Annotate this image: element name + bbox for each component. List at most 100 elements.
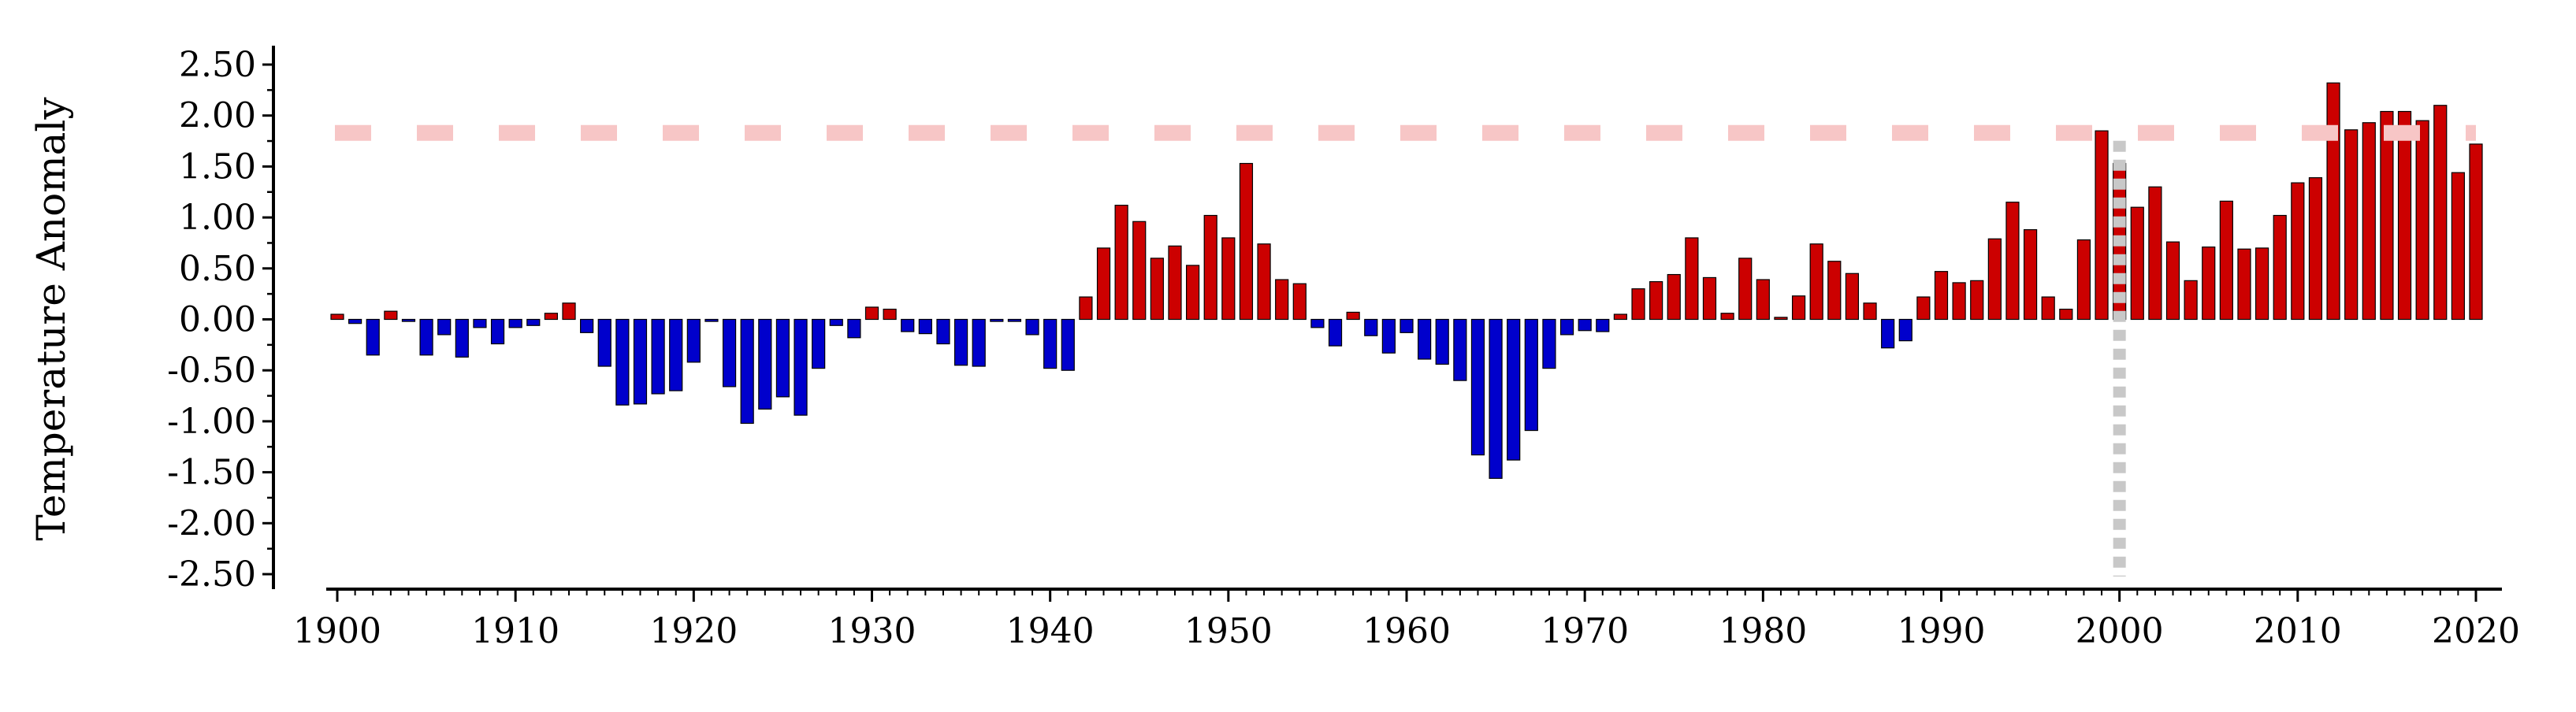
bar-2011 [2308,177,2323,321]
bar-2015 [2380,110,2394,321]
bar-1928 [829,318,843,326]
y-tick-label: 2.50 [179,45,256,85]
bar-1950 [1221,237,1236,321]
bar-1999 [2095,130,2109,321]
bar-1940 [1043,318,1058,369]
x-tick-label: 1950 [1184,611,1273,651]
bar-2018 [2433,105,2448,321]
bar-1934 [936,318,950,345]
bar-2002 [2148,186,2162,321]
y-tick-label: -1.00 [167,402,256,442]
bar-1933 [918,318,932,335]
bar-1912 [544,313,559,321]
bar-2009 [2273,214,2287,321]
bar-1981 [1774,317,1788,321]
x-tick-label: 1920 [649,611,738,651]
bar-1901 [348,318,362,324]
bar-1921 [704,318,719,322]
bar-1994 [2005,202,2020,321]
y-tick-label: -2.00 [167,503,256,543]
bar-1987 [1881,318,1895,349]
bar-1963 [1453,318,1467,381]
bar-1947 [1168,245,1182,321]
x-tick-label: 1980 [1719,611,1807,651]
bar-1926 [794,318,808,416]
bar-2007 [2237,248,2251,321]
bar-2019 [2451,172,2465,321]
bar-1931 [883,308,897,321]
bar-1936 [972,318,986,367]
bar-2013 [2344,129,2359,321]
bar-1908 [473,318,487,328]
bar-1935 [953,318,968,366]
bar-1914 [580,318,594,333]
bar-1907 [455,318,469,358]
bar-1906 [437,318,452,336]
bar-1939 [1025,318,1039,336]
bar-1972 [1613,313,1627,321]
bar-1922 [722,318,737,388]
y-tick-label: 1.50 [179,146,256,187]
bar-1905 [419,318,433,356]
bar-1953 [1275,279,1289,321]
bar-1941 [1061,318,1075,371]
bar-2004 [2184,280,2198,321]
bar-2016 [2397,110,2412,321]
bar-1977 [1702,276,1717,321]
bar-1915 [597,318,611,367]
bar-1965 [1489,318,1503,479]
bar-1990 [1934,271,1949,321]
bar-1917 [633,318,648,405]
bar-1954 [1292,283,1307,321]
bar-1980 [1756,279,1770,321]
bar-1997 [2059,308,2073,321]
bar-1938 [1007,318,1022,322]
bar-1925 [775,318,790,398]
bar-1945 [1132,221,1147,321]
bar-1903 [384,310,398,321]
bar-2014 [2362,122,2376,321]
bar-1956 [1328,318,1343,347]
x-tick-label: 1930 [828,611,916,651]
bar-1932 [901,318,915,332]
bar-1984 [1827,261,1842,321]
bar-1986 [1863,302,1877,321]
bar-2003 [2165,241,2180,321]
y-tick-label: 1.00 [179,198,256,238]
bar-1966 [1507,318,1521,461]
bar-1937 [990,318,1004,322]
bar-1916 [615,318,630,406]
y-tick-label: 2.00 [179,96,256,136]
bar-1983 [1809,243,1823,321]
bar-1978 [1720,313,1734,321]
bar-1961 [1418,318,1432,360]
x-tick-label: 1970 [1541,611,1629,651]
y-axis-label: Temperature Anomaly [28,97,74,541]
bar-2020 [2469,143,2483,321]
bar-2010 [2291,182,2305,321]
bar-1920 [686,318,701,363]
bars-group [330,82,2483,479]
bar-1991 [1952,282,1966,321]
bar-1970 [1578,318,1592,332]
bar-2005 [2202,247,2216,321]
bar-1996 [2041,296,2055,321]
bar-1952 [1257,243,1271,321]
x-tick-label: 2000 [2076,611,2164,651]
bar-1976 [1685,237,1699,321]
bar-2006 [2219,200,2233,321]
x-tick-label: 1960 [1362,611,1451,651]
bar-1948 [1185,265,1200,321]
bar-1998 [2076,239,2091,321]
bar-1964 [1470,318,1485,456]
bar-2017 [2415,120,2429,321]
bar-1918 [651,318,665,395]
bar-1927 [812,318,826,369]
bar-1968 [1542,318,1556,369]
y-ticks-group: 2.50 2.00 1.50 1.00 0.50 0.00 -0.50 -1.00 -1.50 -… [167,45,273,595]
bar-1919 [669,318,683,391]
bar-1943 [1096,247,1111,321]
bar-1992 [1970,280,1984,321]
